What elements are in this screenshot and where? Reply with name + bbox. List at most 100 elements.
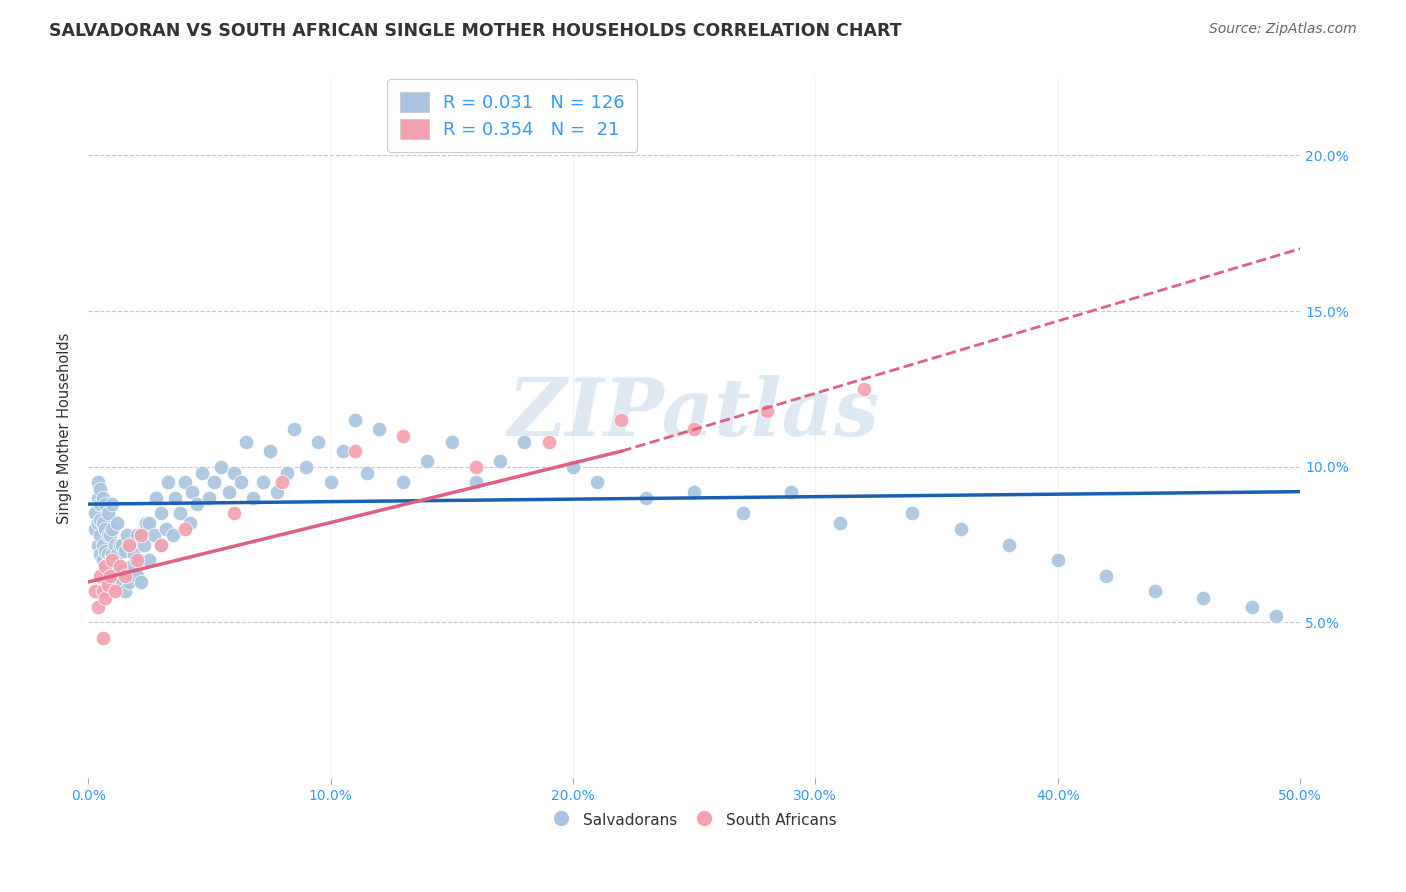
Point <box>276 466 298 480</box>
Point <box>132 538 155 552</box>
Point <box>165 491 187 505</box>
Point <box>155 522 177 536</box>
Y-axis label: Single Mother Households: Single Mother Households <box>58 332 72 524</box>
Point <box>91 553 114 567</box>
Point <box>108 538 131 552</box>
Point <box>94 559 117 574</box>
Point <box>828 516 851 530</box>
Point <box>465 459 488 474</box>
Point <box>87 516 110 530</box>
Point <box>131 574 153 589</box>
Point <box>101 568 124 582</box>
Point <box>89 513 111 527</box>
Point <box>96 528 118 542</box>
Legend: Salvadorans, South Africans: Salvadorans, South Africans <box>546 805 842 834</box>
Point <box>121 559 143 574</box>
Point <box>101 522 124 536</box>
Point <box>610 413 633 427</box>
Point <box>561 459 583 474</box>
Point <box>1095 568 1118 582</box>
Point <box>91 491 114 505</box>
Point <box>89 568 111 582</box>
Point <box>122 547 145 561</box>
Point <box>1143 584 1166 599</box>
Point <box>101 547 124 561</box>
Point <box>89 528 111 542</box>
Point <box>94 559 117 574</box>
Point <box>162 528 184 542</box>
Point <box>118 538 141 552</box>
Point <box>105 547 128 561</box>
Point <box>94 591 117 605</box>
Point <box>96 568 118 582</box>
Point <box>98 574 121 589</box>
Point <box>114 544 136 558</box>
Point <box>1264 609 1286 624</box>
Point <box>634 491 657 505</box>
Point <box>780 484 803 499</box>
Point <box>440 434 463 449</box>
Point <box>222 466 245 480</box>
Point <box>115 568 138 582</box>
Point <box>114 568 136 582</box>
Point <box>186 497 208 511</box>
Point <box>242 491 264 505</box>
Point <box>96 507 118 521</box>
Point <box>96 547 118 561</box>
Point <box>89 482 111 496</box>
Point <box>181 484 204 499</box>
Point <box>96 578 118 592</box>
Point <box>131 528 153 542</box>
Point <box>91 584 114 599</box>
Point <box>222 507 245 521</box>
Point <box>198 491 221 505</box>
Point <box>416 453 439 467</box>
Point <box>118 574 141 589</box>
Text: SALVADORAN VS SOUTH AFRICAN SINGLE MOTHER HOUSEHOLDS CORRELATION CHART: SALVADORAN VS SOUTH AFRICAN SINGLE MOTHE… <box>49 22 901 40</box>
Point <box>998 538 1021 552</box>
Point <box>683 484 706 499</box>
Point <box>259 444 281 458</box>
Point <box>586 475 609 490</box>
Point <box>131 528 153 542</box>
Point <box>98 528 121 542</box>
Point <box>537 434 560 449</box>
Point <box>125 553 148 567</box>
Point <box>1192 591 1215 605</box>
Point <box>114 584 136 599</box>
Text: Source: ZipAtlas.com: Source: ZipAtlas.com <box>1209 22 1357 37</box>
Text: ZIPatlas: ZIPatlas <box>508 375 880 452</box>
Point <box>157 475 180 490</box>
Point <box>87 599 110 614</box>
Point <box>94 544 117 558</box>
Point <box>84 522 107 536</box>
Point <box>98 553 121 567</box>
Point <box>138 516 160 530</box>
Point <box>731 507 754 521</box>
Point <box>142 528 165 542</box>
Point <box>87 491 110 505</box>
Point <box>295 459 318 474</box>
Point <box>202 475 225 490</box>
Point <box>104 584 127 599</box>
Point <box>101 553 124 567</box>
Point <box>319 475 342 490</box>
Point <box>108 559 131 574</box>
Point <box>755 403 778 417</box>
Point <box>332 444 354 458</box>
Point <box>104 559 127 574</box>
Point <box>307 434 329 449</box>
Point <box>84 584 107 599</box>
Point <box>111 538 134 552</box>
Point <box>118 538 141 552</box>
Point <box>135 516 157 530</box>
Point <box>901 507 924 521</box>
Point <box>125 568 148 582</box>
Point <box>169 507 191 521</box>
Point <box>465 475 488 490</box>
Point <box>271 475 294 490</box>
Point <box>235 434 257 449</box>
Point <box>149 507 172 521</box>
Point <box>949 522 972 536</box>
Point <box>128 553 150 567</box>
